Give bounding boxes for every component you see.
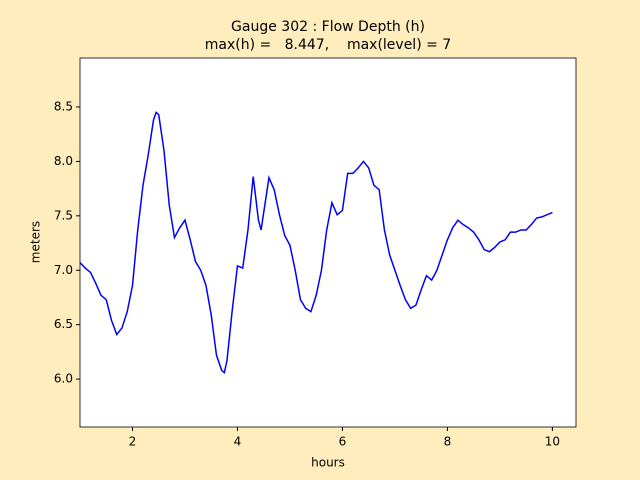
data-line (80, 111, 553, 374)
y-tick-label: 8.5 (54, 99, 73, 113)
y-axis-label: meters (29, 221, 43, 263)
x-tick-label: 6 (339, 435, 347, 449)
y-tick-label: 6.0 (54, 372, 73, 386)
x-tick-label: 8 (444, 435, 452, 449)
y-tick-label: 8.0 (54, 154, 73, 168)
y-tick-label: 6.5 (54, 317, 73, 331)
x-tick-label: 10 (545, 435, 560, 449)
axes-frame (79, 57, 577, 428)
chart-subtitle: max(h) = 8.447, max(level) = 7 (205, 37, 451, 53)
x-tick-label: 4 (234, 435, 242, 449)
y-tick-label: 7.0 (54, 263, 73, 277)
plot-area (80, 58, 576, 427)
x-axis-label: hours (311, 456, 345, 470)
chart-title: Gauge 302 : Flow Depth (h) (231, 19, 425, 35)
y-tick-label: 7.5 (54, 208, 73, 222)
x-tick-label: 2 (129, 435, 137, 449)
